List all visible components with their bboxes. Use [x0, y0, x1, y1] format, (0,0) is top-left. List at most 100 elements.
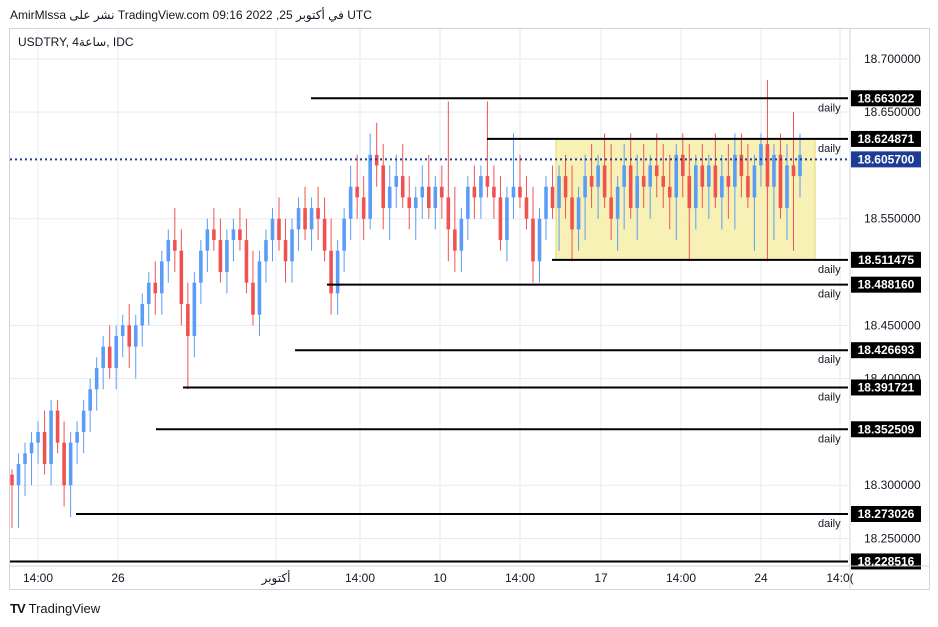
candle-body: [322, 218, 327, 251]
candle-body: [107, 346, 112, 368]
candle-body: [713, 165, 718, 198]
level-price-label: 18.663022: [858, 91, 915, 105]
candle-body: [648, 165, 653, 187]
candle-body: [667, 186, 672, 198]
x-tick-label: 24: [754, 571, 768, 585]
level-tag: daily: [818, 264, 841, 276]
candle-body: [446, 197, 451, 230]
candle-body: [563, 176, 568, 198]
candle-body: [199, 250, 203, 283]
candle-body: [283, 240, 288, 262]
level-tag: daily: [818, 143, 841, 155]
tradingview-brand: TradingView: [28, 601, 101, 616]
candle-body: [218, 240, 223, 273]
candle-body: [257, 261, 262, 315]
candle-body: [329, 250, 333, 294]
candle-body: [726, 176, 731, 187]
candle-body: [94, 367, 99, 390]
candle-body: [720, 176, 724, 198]
candle-body: [159, 261, 164, 294]
candle-body: [309, 208, 314, 230]
current-price-label: 18.605700: [858, 152, 915, 166]
candle-body: [407, 197, 412, 209]
candle-body: [427, 186, 431, 209]
candle-body: [694, 165, 698, 209]
y-tick-label: 18.550000: [864, 212, 921, 226]
candle-body: [511, 186, 516, 198]
candle-body: [661, 176, 666, 187]
candle-body: [173, 240, 177, 251]
candle-body: [75, 431, 79, 443]
y-tick-label: 18.700000: [864, 52, 921, 66]
candle-body: [42, 431, 47, 464]
x-tick-label: 14:00: [23, 571, 53, 585]
candle-body: [342, 218, 346, 251]
candle-body: [133, 325, 138, 347]
level-price-badge: [851, 342, 921, 359]
candle-body: [153, 282, 158, 294]
level-price-label: 18.228516: [858, 554, 915, 568]
candle-body: [772, 154, 776, 187]
candle-body: [622, 165, 626, 187]
candle-body: [166, 240, 171, 262]
candle-body: [479, 176, 483, 198]
level-price-badge: [851, 506, 921, 523]
level-tag: daily: [818, 433, 841, 445]
candle-body: [570, 197, 574, 230]
candle-body: [635, 176, 639, 209]
candle-body: [759, 144, 763, 166]
range-box: [555, 138, 816, 261]
candle-body: [785, 165, 789, 209]
candle-body: [23, 453, 27, 464]
level-price-badge: [851, 130, 921, 147]
candle-body: [544, 186, 548, 219]
candle-body: [231, 229, 236, 241]
candle-body: [127, 325, 132, 347]
candle-body: [433, 186, 438, 209]
candle-body: [146, 282, 151, 305]
candle-body: [420, 186, 425, 198]
candle-body: [277, 218, 281, 241]
y-tick-label: 18.250000: [864, 532, 921, 546]
candle-body: [55, 410, 60, 443]
level-price-label: 18.511475: [858, 253, 914, 267]
candle-body: [798, 154, 802, 177]
x-tick-label: 14:00: [505, 571, 535, 585]
tradingview-footer[interactable]: TV TradingView: [10, 601, 100, 616]
candle-body: [49, 410, 53, 464]
candle-body: [654, 165, 659, 177]
level-price-badge: [851, 553, 921, 570]
candle-body: [192, 282, 197, 337]
candle-body: [36, 431, 40, 443]
candle-body: [88, 389, 92, 411]
x-tick-label: 14:00: [666, 571, 696, 585]
candle-body: [628, 165, 633, 209]
candle-body: [355, 186, 359, 198]
candle-body: [492, 186, 496, 198]
candle-body: [62, 442, 66, 486]
candle-body: [29, 442, 34, 454]
current-price-badge: [851, 151, 921, 168]
candle-body: [440, 186, 444, 198]
candle-body: [498, 197, 503, 241]
candle-body: [381, 165, 385, 209]
candle-body: [251, 282, 255, 315]
candle-body: [466, 186, 470, 219]
y-tick-label: 18.300000: [864, 478, 921, 492]
candle-body: [733, 154, 737, 187]
candle-body: [583, 176, 587, 198]
candle-body: [453, 229, 457, 251]
level-tag: daily: [818, 354, 841, 366]
candle-body: [270, 218, 275, 241]
x-tick-label: 14:00: [345, 571, 375, 585]
level-price-badge: [851, 276, 921, 293]
level-price-label: 18.624871: [858, 132, 915, 146]
x-tick-label: أكتوبر: [261, 570, 291, 586]
candle-body: [413, 197, 418, 209]
candle-body: [596, 165, 600, 187]
x-tick-label: 14:0(: [826, 571, 853, 585]
candle-body: [296, 208, 301, 230]
candle-body: [68, 442, 73, 486]
level-tag: daily: [818, 518, 841, 530]
